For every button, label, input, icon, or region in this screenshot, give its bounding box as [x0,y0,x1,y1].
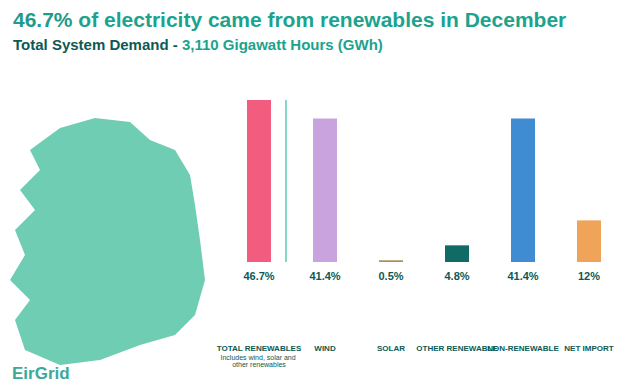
svg-text:Total System Demand -: Total System Demand - [13,36,182,53]
svg-text:41.4%: 41.4% [507,270,538,282]
svg-text:46.7%: 46.7% [243,270,274,282]
svg-text:41.4%: 41.4% [309,270,340,282]
svg-text:SOLAR: SOLAR [377,344,405,353]
svg-text:3,110 Gigawatt Hours (GWh): 3,110 Gigawatt Hours (GWh) [182,36,383,53]
svg-text:EirGrid: EirGrid [12,364,70,383]
svg-text:12%: 12% [578,270,600,282]
svg-text:Includes wind, solar and: Includes wind, solar and [220,354,297,361]
svg-text:TOTAL RENEWABLES: TOTAL RENEWABLES [217,344,302,353]
svg-text:NET IMPORT: NET IMPORT [564,344,613,353]
svg-text:46.7%: 46.7% [13,8,73,31]
svg-text:0.5%: 0.5% [378,270,403,282]
svg-text:NON-RENEWABLE: NON-RENEWABLE [487,344,559,353]
svg-text:OTHER RENEWABLE: OTHER RENEWABLE [416,344,498,353]
svg-text:of electricity came from renew: of electricity came from renewables in D… [73,8,567,31]
svg-text:other renewables: other renewables [232,361,286,368]
svg-text:4.8%: 4.8% [444,270,469,282]
svg-text:WIND: WIND [314,344,336,353]
